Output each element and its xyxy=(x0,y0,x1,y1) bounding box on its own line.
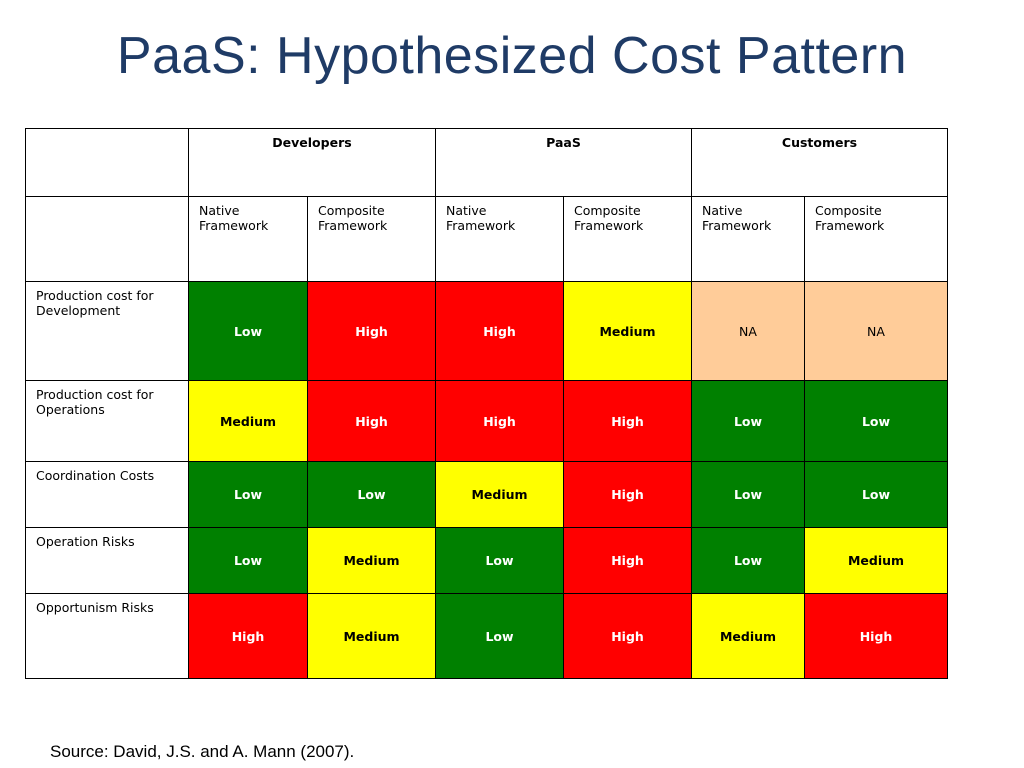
source-citation: Source: David, J.S. and A. Mann (2007). xyxy=(50,742,355,761)
rating-cell: Low xyxy=(188,527,308,594)
group-header-paas: PaaS xyxy=(435,128,692,197)
rating-cell: Medium xyxy=(188,380,308,462)
rating-cell: Medium xyxy=(307,527,436,594)
row-label: Operation Risks xyxy=(25,527,189,594)
rating-cell: High xyxy=(188,593,308,679)
rating-cell: Low xyxy=(435,593,564,679)
rating-cell: Medium xyxy=(307,593,436,679)
table-row: Production cost for Development Low High… xyxy=(25,281,948,381)
rating-cell: Medium xyxy=(691,593,805,679)
rating-cell: High xyxy=(563,527,692,594)
table-row: Production cost for Operations Medium Hi… xyxy=(25,380,948,462)
rating-cell: High xyxy=(804,593,948,679)
cost-pattern-table: Developers PaaS Customers Native Framewo… xyxy=(25,128,948,679)
rating-cell: NA xyxy=(804,281,948,381)
rating-cell: Low xyxy=(188,281,308,381)
rating-cell: Low xyxy=(804,461,948,528)
rating-cell: Low xyxy=(307,461,436,528)
subheader-paas-composite: Composite Framework xyxy=(563,196,692,282)
rating-cell: High xyxy=(563,593,692,679)
rating-cell: Low xyxy=(435,527,564,594)
table-row: Opportunism Risks High Medium Low High M… xyxy=(25,593,948,679)
corner-cell xyxy=(25,128,189,197)
slide-title: PaaS: Hypothesized Cost Pattern xyxy=(116,27,908,85)
rating-cell: Low xyxy=(691,527,805,594)
row-label: Coordination Costs xyxy=(25,461,189,528)
row-label: Production cost for Operations xyxy=(25,380,189,462)
subheader-paas-native: Native Framework xyxy=(435,196,564,282)
subheader-row: Native Framework Composite Framework Nat… xyxy=(25,196,948,282)
rating-cell: Low xyxy=(691,461,805,528)
subheader-customers-native: Native Framework xyxy=(691,196,805,282)
rating-cell: High xyxy=(435,380,564,462)
rating-cell: High xyxy=(563,461,692,528)
rating-cell: NA xyxy=(691,281,805,381)
subheader-developers-composite: Composite Framework xyxy=(307,196,436,282)
rating-cell: Medium xyxy=(804,527,948,594)
table-row: Coordination Costs Low Low Medium High L… xyxy=(25,461,948,528)
subheader-customers-composite: Composite Framework xyxy=(804,196,948,282)
rating-cell: High xyxy=(307,380,436,462)
subheader-corner-cell xyxy=(25,196,189,282)
rating-cell: Low xyxy=(691,380,805,462)
group-header-row: Developers PaaS Customers xyxy=(25,128,948,197)
rating-cell: Low xyxy=(804,380,948,462)
group-header-customers: Customers xyxy=(691,128,948,197)
rating-cell: Medium xyxy=(435,461,564,528)
row-label: Opportunism Risks xyxy=(25,593,189,679)
rating-cell: High xyxy=(435,281,564,381)
rating-cell: Low xyxy=(188,461,308,528)
rating-cell: Medium xyxy=(563,281,692,381)
subheader-developers-native: Native Framework xyxy=(188,196,308,282)
table-row: Operation Risks Low Medium Low High Low … xyxy=(25,527,948,594)
rating-cell: High xyxy=(563,380,692,462)
rating-cell: High xyxy=(307,281,436,381)
group-header-developers: Developers xyxy=(188,128,436,197)
row-label: Production cost for Development xyxy=(25,281,189,381)
